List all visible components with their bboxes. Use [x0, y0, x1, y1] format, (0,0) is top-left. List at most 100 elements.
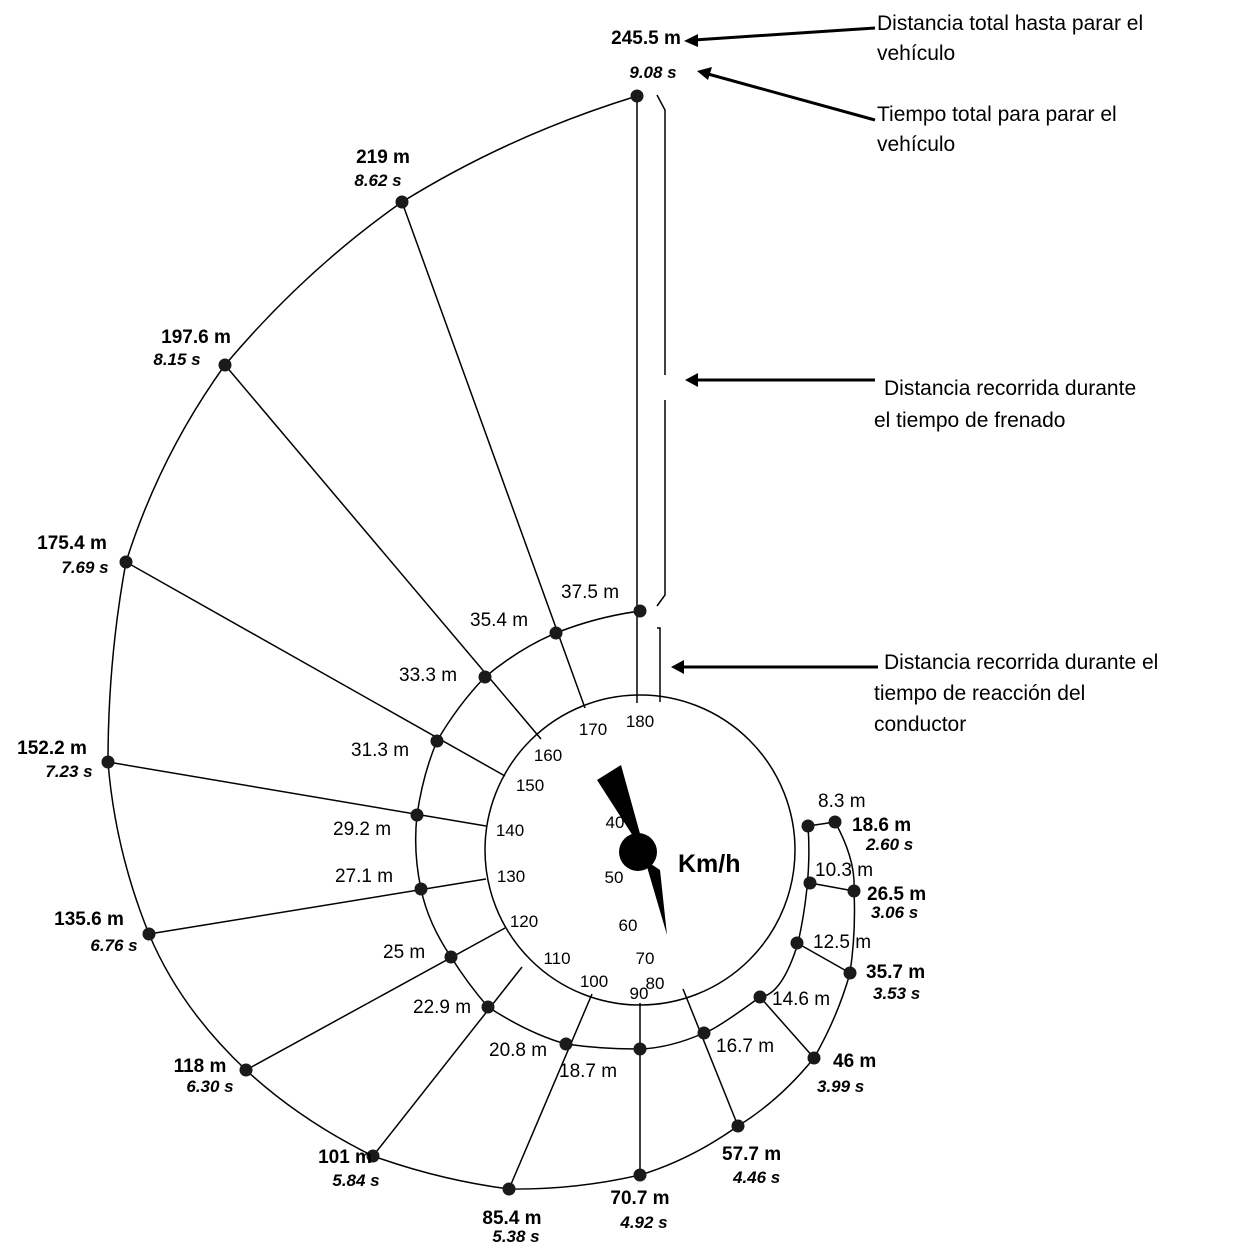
- total-time-label: 6.30 s: [186, 1077, 233, 1096]
- dial-unit-label: Km/h: [678, 850, 741, 878]
- total-distance-dot: [366, 1149, 380, 1163]
- spoke-line: [682, 988, 739, 1127]
- reaction-distance-label: 35.4 m: [470, 610, 528, 631]
- total-distance-dot: [843, 966, 857, 980]
- total-time-label: 5.84 s: [332, 1171, 379, 1190]
- total-distance-dot: [218, 358, 232, 372]
- spoke-line: [245, 927, 506, 1071]
- reaction-distance-label: 29.2 m: [333, 819, 391, 840]
- total-distance-dot: [101, 755, 115, 769]
- reaction-distance-label: 33.3 m: [399, 665, 457, 686]
- reaction-distance-dot: [801, 819, 815, 833]
- speed-tick-label: 150: [516, 776, 544, 795]
- total-distance-label: 35.7 m: [866, 962, 925, 983]
- total-distance-dot: [847, 884, 861, 898]
- total-distance-dot: [630, 89, 644, 103]
- reaction-distance-dot: [633, 1042, 647, 1056]
- spoke-line: [107, 761, 487, 827]
- reaction-distance-dot: [430, 734, 444, 748]
- total-distance-dot: [633, 1168, 647, 1182]
- annotation-total-time: Tiempo total para parar el vehículo: [877, 103, 1123, 156]
- dial-needle: [597, 765, 667, 935]
- reaction-distance-label: 22.9 m: [413, 997, 471, 1018]
- data-points: [101, 89, 861, 1196]
- total-distance-dot: [828, 815, 842, 829]
- total-distance-label: 57.7 m: [722, 1144, 781, 1165]
- reaction-distance-label: 25 m: [383, 942, 425, 963]
- speed-tick-label: 80: [646, 974, 665, 993]
- reaction-distance-dot: [697, 1026, 711, 1040]
- speed-tick-label: 60: [619, 916, 638, 935]
- spoke-line: [759, 996, 815, 1059]
- total-time-label: 4.92 s: [619, 1213, 667, 1232]
- total-distance-dot: [395, 195, 409, 209]
- total-time-label: 3.53 s: [873, 984, 920, 1003]
- reaction-distance-dot: [559, 1037, 573, 1051]
- total-time-label: 8.15 s: [153, 350, 200, 369]
- spoke-line: [224, 364, 542, 740]
- total-distance-label: 85.4 m: [482, 1208, 541, 1229]
- spoke-line: [508, 993, 593, 1190]
- reaction-distance-dot: [633, 604, 647, 618]
- total-time-label: 2.60 s: [865, 835, 913, 854]
- reaction-distance-dot: [414, 882, 428, 896]
- total-distance-label: 46 m: [833, 1051, 876, 1072]
- reaction-distance-label: 27.1 m: [335, 866, 393, 887]
- reaction-distance-label: 18.7 m: [559, 1061, 617, 1082]
- spoke-line: [809, 882, 855, 892]
- data-labels: 40 8.3 m 18.6 m2.60 s 50 10.3 m 26.5 m3.06 s 6…: [17, 28, 926, 1242]
- total-distance-dot: [807, 1051, 821, 1065]
- total-distance-spiral: [107, 95, 856, 1190]
- total-distance-label: 197.6 m: [161, 327, 231, 348]
- total-distance-label: 70.7 m: [610, 1188, 669, 1209]
- reaction-distance-dot: [481, 1000, 495, 1014]
- speed-tick-label: 50: [605, 868, 624, 887]
- annotation-braking-distance: Distancia recorrida durante el tiempo de…: [874, 377, 1142, 432]
- spoke-lines: [107, 96, 855, 1190]
- total-distance-dot: [239, 1063, 253, 1077]
- total-time-label: 3.06 s: [871, 903, 918, 922]
- reaction-distance-dot: [410, 808, 424, 822]
- reaction-distance-label: 10.3 m: [815, 860, 873, 881]
- annotation-total-distance: Distancia total hasta parar el vehículo: [877, 12, 1149, 65]
- reaction-distance-label: 8.3 m: [818, 791, 866, 812]
- reaction-distance-dot: [803, 876, 817, 890]
- reaction-distance-label: 31.3 m: [351, 740, 409, 761]
- spoke-line: [148, 878, 487, 935]
- total-distance-label: 101 m: [318, 1147, 372, 1168]
- reaction-distance-label: 14.6 m: [772, 989, 830, 1010]
- reaction-distance-dot: [444, 950, 458, 964]
- total-distance-dot: [142, 927, 156, 941]
- total-time-label: 7.69 s: [61, 558, 108, 577]
- reaction-distance-dot: [478, 670, 492, 684]
- reaction-distance-dot: [790, 936, 804, 950]
- total-distance-label: 26.5 m: [867, 884, 926, 905]
- total-time-label: 4.46 s: [732, 1168, 780, 1187]
- total-distance-label: 219 m: [356, 147, 410, 168]
- total-distance-label: 18.6 m: [852, 815, 911, 836]
- total-distance-dot: [731, 1119, 745, 1133]
- total-distance-dot: [119, 555, 133, 569]
- total-distance-label: 135.6 m: [54, 909, 124, 930]
- speed-tick-label: 90: [630, 984, 649, 1003]
- total-distance-dot: [502, 1182, 516, 1196]
- reaction-distance-bracket: [657, 627, 661, 702]
- speed-tick-label: 110: [543, 949, 570, 968]
- spoke-line: [401, 201, 586, 709]
- reaction-distance-label: 37.5 m: [561, 582, 619, 603]
- annotation-arrows: [671, 26, 878, 674]
- total-time-label: 3.99 s: [817, 1077, 864, 1096]
- reaction-distance-dot: [549, 626, 563, 640]
- total-distance-label: 118 m: [174, 1056, 227, 1077]
- total-distance-label: 175.4 m: [37, 533, 107, 554]
- total-distance-label: 245.5 m: [611, 28, 681, 49]
- reaction-distance-dot: [753, 990, 767, 1004]
- reaction-distance-label: 16.7 m: [716, 1036, 774, 1057]
- annotation-reaction-distance: Distancia recorrida durante el tiempo de…: [874, 651, 1164, 736]
- reaction-distance-label: 12.5 m: [813, 932, 871, 953]
- speed-tick-label: 40: [606, 813, 625, 832]
- speed-tick-label: 130: [497, 867, 525, 886]
- total-time-label: 5.38 s: [492, 1227, 539, 1242]
- braking-distance-bracket: [656, 94, 666, 607]
